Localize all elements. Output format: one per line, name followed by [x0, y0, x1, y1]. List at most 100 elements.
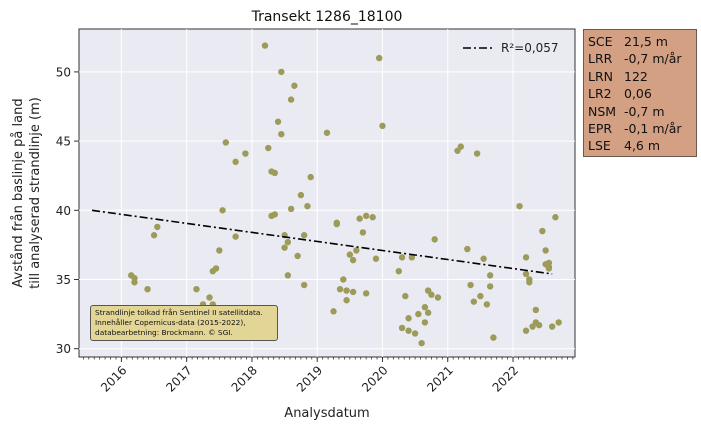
data-point [522, 254, 530, 261]
data-point [402, 292, 409, 300]
data-point [193, 285, 200, 293]
stat-row-epr: EPR -0,1 m/år [588, 120, 692, 137]
data-point [434, 294, 442, 301]
legend-label: R²=0,057 [501, 41, 559, 55]
y-tick-label: 45 [56, 135, 71, 149]
data-point [424, 309, 432, 316]
data-point [216, 247, 223, 254]
data-point [369, 214, 376, 221]
data-point [405, 327, 412, 334]
data-point [287, 96, 295, 103]
data-point [297, 191, 305, 199]
data-point [349, 288, 357, 296]
y-tick-label: 50 [56, 65, 71, 79]
data-point [271, 211, 278, 218]
data-point [411, 330, 419, 337]
data-point [144, 285, 151, 293]
data-point [467, 281, 474, 289]
stat-key: LRN [588, 68, 613, 84]
data-point [362, 290, 370, 297]
stat-key: LRR [588, 51, 613, 67]
data-point [219, 207, 226, 214]
data-point [346, 251, 354, 258]
data-point [486, 283, 494, 290]
data-point [408, 254, 416, 261]
source-note-line: databearbetning: Brockmann. © SGI. [95, 328, 233, 337]
data-point [261, 42, 269, 49]
data-point [212, 265, 220, 272]
source-note-line: Innehåller Copernicus-data (2015-2022), [95, 318, 246, 327]
data-point [300, 232, 308, 239]
data-point [232, 233, 239, 240]
y-tick-label: 30 [56, 342, 71, 356]
data-point [222, 139, 230, 146]
data-point [300, 281, 308, 289]
stat-value: -0,7 m [624, 103, 665, 119]
data-point [278, 130, 285, 138]
data-point [343, 297, 350, 304]
data-point [154, 223, 161, 231]
data-point [421, 319, 429, 326]
data-point [278, 68, 285, 76]
data-point [473, 150, 481, 157]
data-point [271, 169, 278, 177]
data-point [287, 205, 295, 213]
data-point [415, 310, 422, 318]
y-tick-label: 35 [56, 273, 71, 287]
data-point [294, 252, 301, 260]
data-point [372, 255, 380, 262]
data-point [555, 319, 562, 326]
statistics-box: SCE 21,5 m LRR -0,7 m/år LRN 122 LR2 0,06 NS… [583, 29, 697, 157]
data-point [418, 339, 425, 347]
stat-row-lrn: LRN 122 [588, 68, 692, 85]
data-point [532, 306, 540, 314]
data-points [92, 42, 562, 347]
y-axis-title-line-1: Avstånd från baslinje på land [11, 98, 26, 287]
grid-lines [79, 29, 575, 357]
x-axis: 2016 2017 2018 2019 2020 2021 2022 [82, 357, 574, 395]
stat-value: 122 [624, 68, 648, 84]
x-tick-label: 2020 [359, 363, 390, 394]
data-point [480, 255, 487, 262]
stat-row-lrr: LRR -0,7 m/år [588, 50, 692, 67]
data-point [522, 327, 530, 334]
data-point [552, 214, 559, 221]
data-point [307, 173, 314, 181]
legend: R²=0,057 [463, 41, 559, 55]
data-point [379, 122, 386, 130]
data-point [545, 259, 553, 267]
data-point [291, 82, 298, 89]
data-point [398, 324, 406, 332]
data-point [281, 244, 288, 251]
y-tick-label: 40 [56, 204, 71, 218]
data-point [265, 144, 272, 152]
data-point [330, 308, 337, 315]
data-point [336, 285, 344, 293]
stat-row-sce: SCE 21,5 m [588, 33, 692, 50]
data-point [353, 247, 360, 254]
data-point [516, 202, 523, 210]
stat-value: 0,06 [624, 86, 652, 102]
data-point [359, 229, 367, 236]
data-point [486, 272, 494, 279]
x-tick-label: 2022 [490, 363, 521, 394]
data-point [477, 292, 484, 300]
x-tick-label: 2019 [294, 363, 325, 394]
x-tick-label: 2017 [163, 363, 194, 394]
data-point [395, 267, 402, 275]
data-point [304, 202, 311, 210]
data-point [323, 129, 331, 136]
data-point [522, 270, 530, 278]
data-point [535, 321, 543, 329]
data-point [470, 298, 478, 305]
data-point [349, 256, 357, 264]
data-point [398, 254, 406, 261]
data-point [542, 247, 549, 254]
data-point [284, 238, 292, 246]
data-point [131, 279, 138, 286]
plot-area [78, 28, 576, 358]
data-point [333, 220, 340, 228]
chart-title: Transekt 1286_18100 [251, 9, 403, 25]
data-point [274, 118, 282, 125]
